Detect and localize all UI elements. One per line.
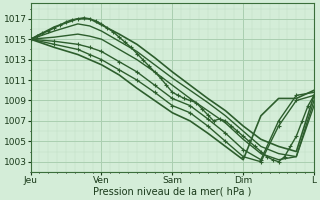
X-axis label: Pression niveau de la mer( hPa ): Pression niveau de la mer( hPa )	[93, 187, 252, 197]
